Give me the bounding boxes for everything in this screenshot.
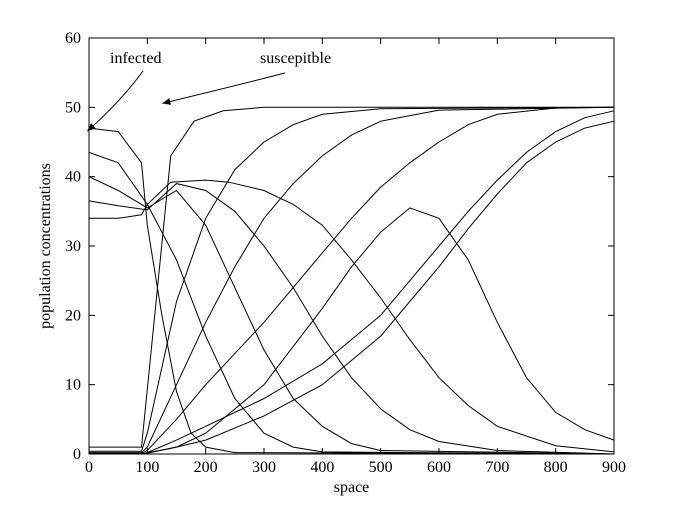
susceptible-curve-4 (89, 106, 615, 454)
x-tick-label: 200 (194, 459, 218, 476)
susceptible-curve-2 (89, 106, 615, 452)
x-tick-label: 800 (544, 459, 568, 476)
y-tick-label: 20 (65, 307, 81, 324)
x-tick-label: 400 (310, 459, 334, 476)
x-tick-label: 300 (252, 459, 276, 476)
y-tick-label: 60 (65, 30, 81, 47)
infected-curve-10 (88, 183, 615, 455)
susceptible-curve-1 (89, 106, 614, 448)
y-tick-label: 0 (73, 446, 81, 463)
annotation-infected-arrow (87, 70, 144, 132)
curves-group (88, 106, 615, 455)
susceptible-curve-3 (89, 106, 615, 454)
ticks-group: 0 100 200 300 400 500 600 700 800 900 0 10 20 30 40 50 6… (65, 30, 626, 476)
annotation-infected: infected (110, 50, 162, 67)
susceptible-curve-5 (89, 110, 615, 455)
y-tick-label: 30 (65, 238, 81, 255)
y-tick-label: 50 (65, 99, 81, 116)
x-tick-label: 700 (485, 459, 509, 476)
x-tick-label: 100 (135, 459, 159, 476)
infected-curve-8 (88, 151, 615, 455)
x-tick-label: 900 (602, 459, 626, 476)
annotation-susceptible-arrowhead (162, 98, 171, 105)
annotation-susceptible: suscepitble (260, 50, 331, 67)
y-axis-label: population concentrations (37, 163, 54, 329)
y-tick-label: 40 (65, 169, 81, 186)
annotations-group: infected suscepitble (87, 50, 331, 132)
plot-frame (88, 37, 615, 455)
infected-curve-12 (89, 207, 615, 455)
infected-curve-7 (88, 127, 615, 455)
x-tick-label: 0 (85, 459, 93, 476)
annotation-infected-arrowhead (87, 123, 96, 132)
annotation-susceptible-arrow (162, 72, 286, 104)
infected-curve-9 (88, 176, 615, 455)
infected-curve-11 (89, 179, 615, 453)
x-tick-label: 500 (369, 459, 393, 476)
x-axis-label: space (334, 479, 370, 496)
susceptible-curve-6 (89, 120, 615, 455)
x-tick-label: 600 (427, 459, 451, 476)
y-tick-label: 10 (65, 377, 81, 394)
